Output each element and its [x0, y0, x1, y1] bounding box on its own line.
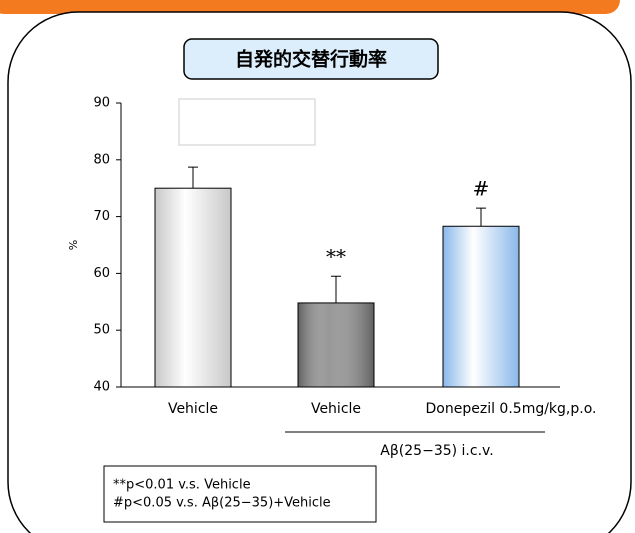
x-tick-label: Vehicle	[168, 401, 218, 417]
note: #p<0.05 v.s. Aβ(25−35)+Vehicle	[113, 496, 331, 511]
y-tick-label: 40	[93, 380, 110, 395]
y-tick-label: 50	[93, 323, 110, 338]
header-bar	[0, 0, 620, 14]
bar-annotation: #	[473, 177, 490, 201]
x-tick-label: Vehicle	[311, 401, 361, 417]
x-tick-label: Donepezil 0.5mg/kg,p.o.	[426, 401, 597, 417]
y-tick-label: 70	[93, 209, 110, 224]
note: **p<0.01 v.s. Vehicle	[113, 478, 251, 493]
title-box	[183, 38, 439, 80]
error-bar	[331, 275, 341, 303]
y-axis-label: %	[67, 240, 80, 250]
bar	[154, 187, 232, 388]
note-box	[103, 465, 377, 523]
error-bar	[476, 207, 486, 227]
frame	[7, 11, 632, 533]
bar-annotation: **	[326, 245, 346, 269]
blank-box	[178, 98, 316, 146]
bar	[442, 225, 520, 388]
y-tick-label: 60	[93, 266, 110, 281]
error-bar	[188, 166, 198, 189]
chart-title: 自発的交替行動率	[235, 48, 387, 71]
y-tick-label: 90	[93, 96, 110, 111]
group-label: Aβ(25−35) i.c.v.	[380, 443, 493, 459]
y-tick-label: 80	[93, 152, 110, 167]
bar	[297, 302, 375, 388]
